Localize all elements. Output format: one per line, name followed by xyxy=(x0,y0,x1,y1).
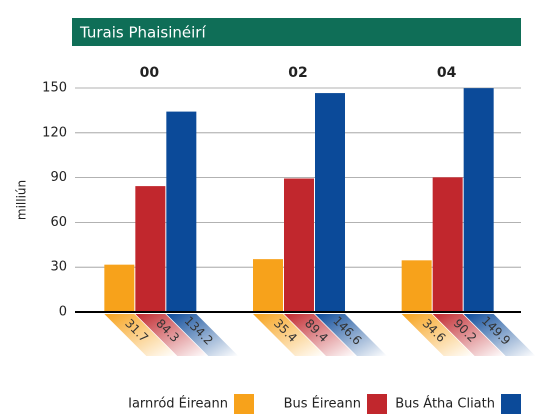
legend-swatch xyxy=(501,394,521,414)
y-axis-label: milliún xyxy=(15,180,29,220)
category-label: 02 xyxy=(288,65,307,81)
legend-label: Bus Éireann xyxy=(284,396,361,412)
bar xyxy=(463,88,494,313)
legend-label: Bus Átha Cliath xyxy=(395,396,495,412)
value-ribbon xyxy=(135,314,208,356)
legend-swatch xyxy=(234,394,254,414)
y-tick-label: 30 xyxy=(50,260,67,275)
legend-label: Iarnród Éireann xyxy=(128,396,228,412)
bar xyxy=(315,93,345,312)
value-ribbon xyxy=(315,314,387,356)
y-tick-label: 60 xyxy=(50,215,67,230)
title-bar xyxy=(72,18,521,46)
bar xyxy=(104,264,135,312)
category-label: 04 xyxy=(437,65,457,81)
bar xyxy=(166,111,197,312)
y-tick-label: 120 xyxy=(42,125,67,140)
bar xyxy=(401,260,432,312)
y-tick-label: 90 xyxy=(50,170,67,185)
category-label: 00 xyxy=(140,65,160,81)
value-ribbon xyxy=(104,314,177,356)
bar xyxy=(135,186,166,312)
bar xyxy=(432,177,463,312)
bar xyxy=(253,259,283,312)
value-ribbon xyxy=(432,314,505,356)
value-ribbon xyxy=(463,314,536,356)
value-ribbon xyxy=(166,314,239,356)
chart-title: Turais Phaisinéirí xyxy=(79,24,206,42)
y-tick-label: 0 xyxy=(59,305,67,320)
bar xyxy=(284,178,314,312)
value-ribbon xyxy=(253,314,325,356)
value-ribbon xyxy=(401,314,474,356)
y-tick-label: 150 xyxy=(42,81,67,96)
legend-swatch xyxy=(367,394,387,414)
value-ribbon xyxy=(284,314,356,356)
